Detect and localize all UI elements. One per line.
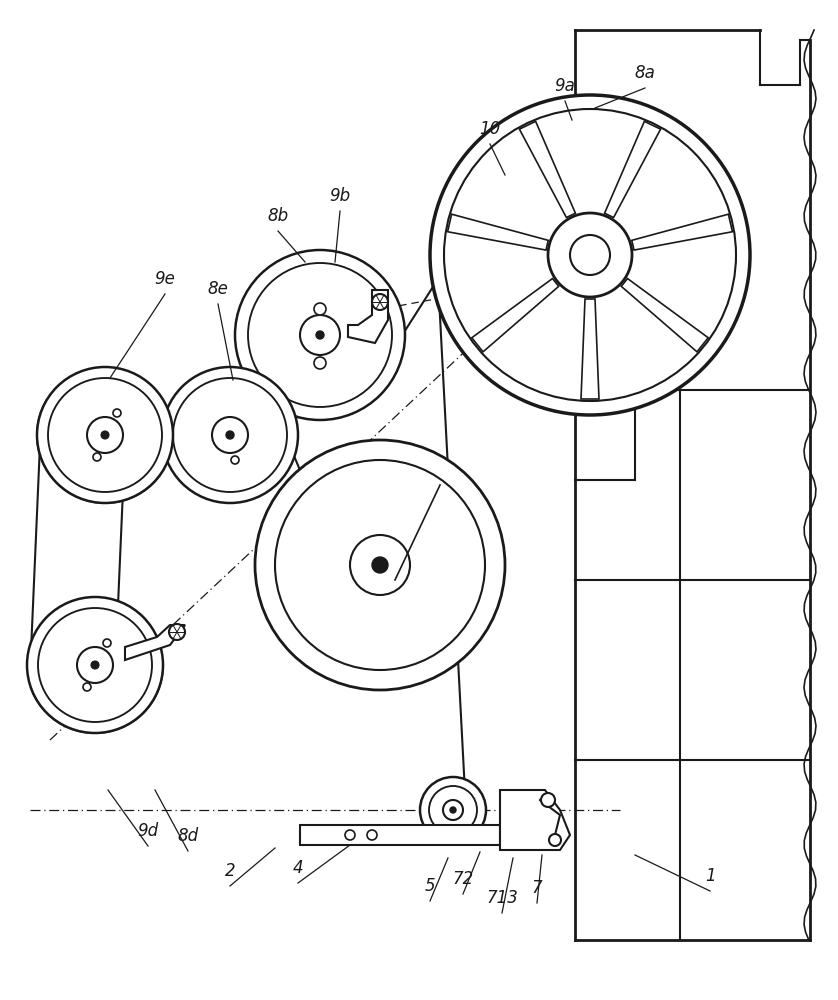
Polygon shape <box>348 290 388 343</box>
Circle shape <box>314 357 326 369</box>
Circle shape <box>350 535 410 595</box>
Text: 8e: 8e <box>208 280 229 298</box>
Polygon shape <box>520 121 576 218</box>
Text: 713: 713 <box>486 889 518 907</box>
Text: 8a: 8a <box>634 64 655 82</box>
Circle shape <box>345 830 355 840</box>
Circle shape <box>87 417 123 453</box>
Text: 5: 5 <box>425 877 435 895</box>
Text: 2: 2 <box>225 862 235 880</box>
Circle shape <box>169 624 185 640</box>
Circle shape <box>549 834 561 846</box>
Circle shape <box>541 793 555 807</box>
Circle shape <box>212 417 248 453</box>
Polygon shape <box>621 279 708 352</box>
Circle shape <box>367 830 377 840</box>
Polygon shape <box>300 825 500 845</box>
Text: 8b: 8b <box>267 207 288 225</box>
Circle shape <box>255 440 505 690</box>
Polygon shape <box>632 214 732 250</box>
Polygon shape <box>581 299 599 399</box>
Circle shape <box>429 786 477 834</box>
Circle shape <box>37 367 173 503</box>
Circle shape <box>420 777 486 843</box>
Circle shape <box>231 456 239 464</box>
Circle shape <box>113 409 121 417</box>
Circle shape <box>314 303 326 315</box>
Circle shape <box>101 431 109 439</box>
Circle shape <box>548 213 632 297</box>
Circle shape <box>83 683 91 691</box>
Circle shape <box>430 95 750 415</box>
Circle shape <box>27 597 163 733</box>
Circle shape <box>93 453 101 461</box>
Circle shape <box>372 557 388 573</box>
Polygon shape <box>447 214 548 250</box>
Circle shape <box>173 378 287 492</box>
Text: 9a: 9a <box>555 77 576 95</box>
Circle shape <box>38 608 152 722</box>
Circle shape <box>48 378 162 492</box>
Circle shape <box>91 661 99 669</box>
Polygon shape <box>500 790 570 850</box>
Circle shape <box>300 315 340 355</box>
Circle shape <box>275 460 485 670</box>
Text: 7: 7 <box>531 879 542 897</box>
Circle shape <box>103 639 111 647</box>
Circle shape <box>443 800 463 820</box>
Text: 10: 10 <box>479 120 500 138</box>
Circle shape <box>77 647 113 683</box>
Text: 72: 72 <box>453 870 473 888</box>
Text: 9e: 9e <box>154 270 175 288</box>
Circle shape <box>248 263 392 407</box>
Circle shape <box>570 235 610 275</box>
Text: 4: 4 <box>292 859 303 877</box>
Text: 1: 1 <box>705 867 716 885</box>
Circle shape <box>235 250 405 420</box>
Polygon shape <box>125 625 185 660</box>
Text: 9d: 9d <box>137 822 158 840</box>
Text: 8d: 8d <box>178 827 199 845</box>
Text: 9b: 9b <box>329 187 350 205</box>
Circle shape <box>226 431 234 439</box>
Polygon shape <box>472 279 559 352</box>
Circle shape <box>444 109 736 401</box>
Polygon shape <box>604 121 660 218</box>
Circle shape <box>316 331 324 339</box>
Circle shape <box>450 807 456 813</box>
Circle shape <box>162 367 298 503</box>
Circle shape <box>372 294 388 310</box>
